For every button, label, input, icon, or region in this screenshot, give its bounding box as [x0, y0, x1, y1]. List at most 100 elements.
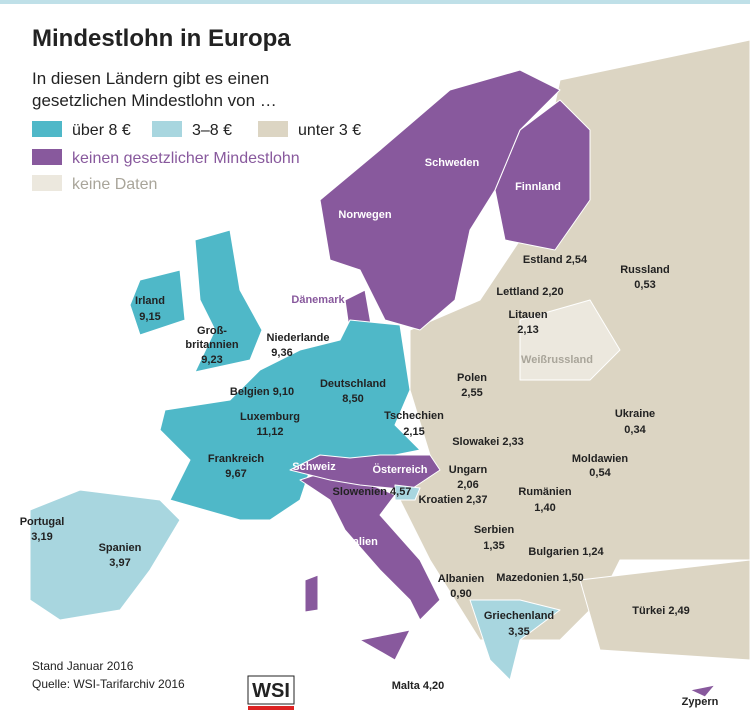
- country-label: Slowakei 2,33: [452, 436, 524, 448]
- wage-label: 9,36: [271, 347, 292, 359]
- country-name: Luxemburg: [240, 411, 300, 423]
- legend-label: keine Daten: [72, 176, 157, 193]
- wage-label: 2,37: [466, 494, 487, 506]
- country-name: Griechenland: [484, 610, 554, 622]
- country-name: Groß-: [197, 325, 227, 337]
- wage-label: 9,10: [273, 386, 294, 398]
- country-name: Tschechien: [384, 410, 444, 422]
- country-shape: [194, 229, 263, 373]
- sea-shapes: [29, 39, 750, 698]
- wage-label: 2,13: [517, 324, 538, 336]
- legend-swatch: [32, 121, 62, 137]
- country-name: Weißrussland: [521, 354, 593, 366]
- wage-label: 2,54: [566, 254, 588, 266]
- country-name: Italien: [346, 536, 378, 548]
- country-shape: [469, 599, 561, 681]
- legend-swatch: [32, 149, 62, 165]
- wage-label: 4,20: [423, 680, 444, 692]
- country-name: Russland: [620, 264, 670, 276]
- wage-label: 2,55: [461, 387, 482, 399]
- country-name: Serbien: [474, 524, 515, 536]
- country-shape: [304, 574, 319, 613]
- country-label: Estland 2,54: [523, 254, 588, 266]
- country-label: Mazedonien 1,50: [496, 572, 583, 584]
- country-label: Malta 4,20: [392, 680, 445, 692]
- country-name: Moldawien: [572, 453, 629, 465]
- title: Mindestlohn in Europa: [32, 25, 291, 52]
- country-shape: [494, 99, 591, 251]
- country-label: Türkei 2,49: [632, 605, 690, 617]
- country-shape: [129, 269, 186, 336]
- country-name: Schweden: [425, 157, 480, 169]
- country-name: Schweiz: [292, 461, 336, 473]
- subtitle: In diesen Ländern gibt es einen: [32, 69, 269, 88]
- wage-label: 1,40: [534, 502, 555, 514]
- wage-label: 3,35: [508, 626, 529, 638]
- wage-label: 3,97: [109, 557, 130, 569]
- footer-date: Stand Januar 2016: [32, 659, 134, 673]
- country-name: Portugal: [20, 516, 65, 528]
- country-shape: [289, 454, 441, 491]
- country-name: Litauen: [508, 309, 547, 321]
- country-name: Kroatien: [418, 494, 463, 506]
- country-shape: [394, 484, 421, 501]
- wage-label: 2,49: [668, 605, 689, 617]
- country-label: Belgien 9,10: [230, 386, 294, 398]
- country-name: Belgien: [230, 386, 270, 398]
- legend-swatch: [32, 175, 62, 191]
- country-name: Ukraine: [615, 408, 655, 420]
- wage-label: 11,12: [257, 426, 284, 438]
- logo-rule: [248, 706, 294, 710]
- country-name: Spanien: [99, 542, 142, 554]
- country-shape: [359, 629, 411, 661]
- country-label: Lettland 2,20: [496, 286, 563, 298]
- wage-label: 0,34: [624, 424, 646, 436]
- country-name: Polen: [457, 372, 487, 384]
- country-name: Slowakei: [452, 436, 499, 448]
- legend-label: über 8 €: [72, 122, 131, 139]
- country-name: Bulgarien: [528, 546, 579, 558]
- country-shape: [519, 299, 621, 381]
- country-name: Ungarn: [449, 464, 488, 476]
- legend-label: 3–8 €: [192, 122, 232, 139]
- subtitle: gesetzlichen Mindestlohn von …: [32, 91, 277, 110]
- wage-label: 4,57: [390, 486, 411, 498]
- legend-swatch: [152, 121, 182, 137]
- country-name: britannien: [185, 339, 238, 351]
- country-label: Kroatien 2,37: [418, 494, 487, 506]
- wage-label: 9,67: [225, 468, 246, 480]
- country-name: Zypern: [682, 696, 719, 708]
- wage-label: 9,23: [201, 354, 222, 366]
- country-name: Albanien: [438, 573, 485, 585]
- logo-box: [247, 675, 295, 705]
- country-name: Niederlande: [267, 332, 330, 344]
- wage-label: 8,50: [342, 393, 363, 405]
- country-shape: [29, 489, 181, 621]
- wage-label: 2,06: [457, 479, 478, 491]
- country-label: Bulgarien 1,24: [528, 546, 604, 558]
- wage-label: 0,53: [634, 279, 655, 291]
- country-name: Frankreich: [208, 453, 265, 465]
- country-name: Rumänien: [518, 486, 571, 498]
- country-name: Dänemark: [291, 294, 345, 306]
- country-shape: [319, 69, 561, 331]
- wage-label: 0,90: [450, 588, 471, 600]
- legend-label: keinen gesetzlicher Mindestlohn: [72, 150, 300, 167]
- country-shape: [579, 559, 750, 661]
- country-name: Irland: [135, 295, 165, 307]
- country-name: Lettland: [496, 286, 539, 298]
- country-shape: [689, 684, 716, 698]
- country-name: Türkei: [632, 605, 665, 617]
- wage-label: 0,54: [589, 467, 611, 479]
- legend-label: unter 3 €: [298, 122, 361, 139]
- footer-source: Quelle: WSI-Tarifarchiv 2016: [32, 677, 185, 691]
- country-name: Estland: [523, 254, 563, 266]
- logo: WSI: [252, 680, 290, 702]
- country-labels: Irland 9,15 Groß- britannien 9,23 Nieder…: [20, 157, 719, 708]
- wage-label: 1,50: [562, 572, 583, 584]
- wage-label: 2,33: [502, 436, 523, 448]
- wage-label: 1,35: [483, 540, 504, 552]
- legend-swatch: [258, 121, 288, 137]
